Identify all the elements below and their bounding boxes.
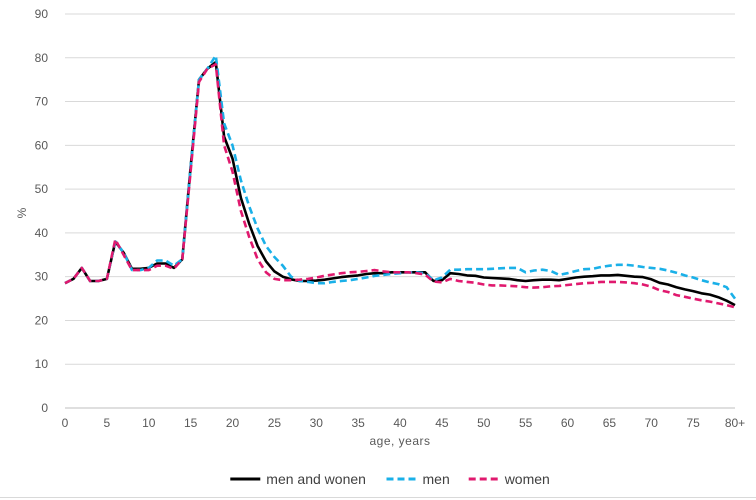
y-tick-label: 20 [35, 313, 49, 327]
y-tick-label: 30 [35, 270, 49, 284]
series-lines [64, 54, 737, 309]
x-tick-label: 70 [645, 416, 659, 430]
x-tick-label: 5 [104, 416, 111, 430]
x-tick-label: 10 [142, 416, 156, 430]
bottom-divider [0, 497, 756, 498]
legend-label-3: women [504, 471, 550, 487]
series-line-2 [64, 54, 737, 300]
x-tick-label: 60 [561, 416, 575, 430]
tick-labels: 0 10 20 30 40 50 60 70 80 90 0 5 10 15 20 25 30 35 40 45 50 5… [35, 7, 746, 430]
x-tick-label: 50 [477, 416, 491, 430]
x-tick-label: 25 [268, 416, 282, 430]
series-line-3 [64, 63, 736, 309]
x-tick-label: 65 [603, 416, 617, 430]
x-tick-label: 30 [310, 416, 324, 430]
y-tick-label: 50 [35, 182, 49, 196]
x-tick-label: 80+ [725, 416, 745, 430]
legend-label-2: men [423, 471, 450, 487]
y-tick-label: 90 [35, 7, 49, 21]
y-axis-title: % [15, 207, 29, 218]
y-tick-label: 0 [41, 401, 48, 415]
series-line-1 [64, 60, 736, 307]
x-tick-label: 20 [226, 416, 240, 430]
x-tick-label: 15 [184, 416, 198, 430]
legend: men and wonen men women [230, 471, 550, 487]
y-tick-label: 10 [35, 357, 49, 371]
x-axis-title: age, years [369, 434, 430, 448]
x-tick-label: 40 [393, 416, 407, 430]
x-tick-label: 75 [686, 416, 700, 430]
x-tick-label: 0 [62, 416, 69, 430]
y-tick-label: 70 [35, 95, 49, 109]
x-tick-label: 55 [519, 416, 533, 430]
legend-label-1: men and wonen [266, 471, 366, 487]
x-tick-label: 35 [351, 416, 365, 430]
y-tick-label: 60 [35, 138, 49, 152]
gridlines [65, 13, 735, 365]
x-tick-label: 45 [435, 416, 449, 430]
y-tick-label: 40 [35, 226, 49, 240]
y-tick-label: 80 [35, 51, 49, 65]
